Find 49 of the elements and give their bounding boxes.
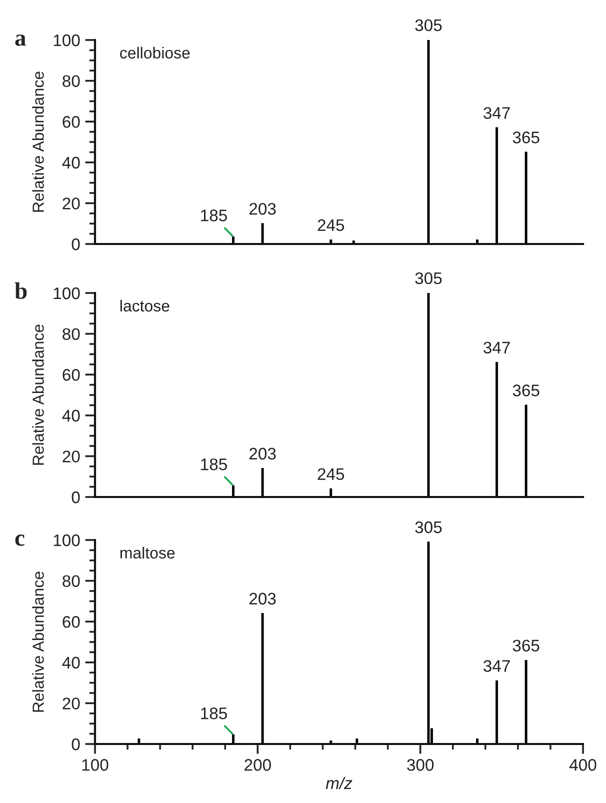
y-tick-label: 0	[72, 738, 80, 750]
y-tick-label: 40	[62, 156, 80, 169]
chart-title: b	[14, 282, 27, 299]
y-tick-label: 100	[54, 34, 80, 46]
annotation: 365	[512, 640, 540, 652]
annotation: 185	[201, 707, 227, 720]
y-axis-title: Relative Abundance	[32, 72, 44, 212]
y-axis-title: Relative Abundance	[32, 324, 44, 465]
annotation: 305	[415, 19, 442, 32]
x-axis-title: m/z	[326, 776, 352, 790]
annotation: 185	[201, 458, 227, 470]
y-tick-label: 60	[62, 116, 80, 128]
chart-subtitle: lactose	[120, 300, 170, 312]
y-tick-label: 0	[72, 491, 80, 504]
x-tick-label: 400	[569, 759, 596, 771]
y-tick-label: 100	[54, 287, 80, 300]
y-tick-label: 20	[62, 450, 80, 462]
annotation: 245	[318, 468, 344, 480]
annotation: 365	[512, 384, 540, 396]
y-tick-label: 0	[72, 238, 80, 250]
chart-title: c	[15, 534, 24, 546]
y-tick-label: 40	[62, 410, 80, 422]
y-tick-label: 80	[62, 575, 80, 588]
annotation: 347	[484, 342, 510, 354]
annotation: 305	[415, 521, 442, 534]
y-tick-label: 80	[62, 75, 80, 88]
x-tick-label: 200	[244, 759, 271, 771]
annotation: 203	[249, 448, 276, 460]
annotation: 347	[484, 107, 510, 119]
y-axis-title: Relative Abundance	[32, 572, 44, 712]
annotation: 185	[201, 210, 227, 222]
chart-title: a	[15, 34, 26, 46]
annotation: 245	[318, 219, 344, 232]
y-tick-label: 60	[62, 616, 80, 628]
y-tick-label: 60	[62, 369, 80, 381]
y-tick-label: 100	[54, 534, 80, 546]
chart-subtitle: cellobiose	[120, 46, 190, 59]
x-tick-label: 100	[82, 759, 108, 771]
x-tick-label: 300	[407, 759, 434, 771]
annotation: 203	[249, 202, 276, 215]
annotation: 305	[415, 272, 442, 284]
chart-subtitle: maltose	[120, 546, 175, 559]
annotation: 347	[484, 660, 510, 672]
y-tick-label: 20	[62, 698, 80, 710]
y-tick-label: 20	[62, 198, 80, 210]
y-tick-label: 80	[62, 328, 80, 340]
y-tick-label: 40	[62, 656, 80, 669]
annotation: 203	[249, 592, 276, 605]
annotation: 365	[512, 132, 540, 144]
